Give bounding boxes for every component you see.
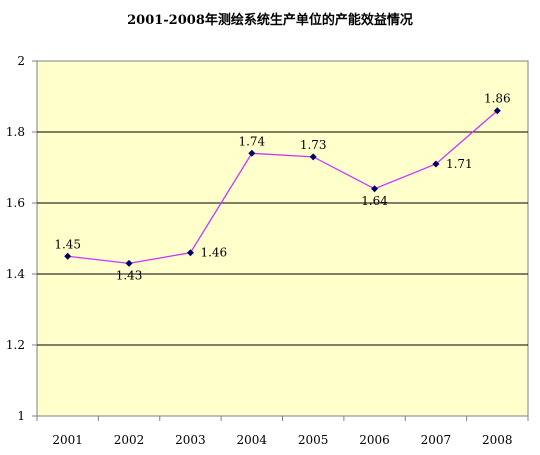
x-tick-label: 2006 (359, 433, 390, 447)
data-label: 1.71 (446, 157, 473, 171)
axes: 1 1.2 1.4 1.6 1.8 2 2001 2002 2003 2004 2005 2006 20… (6, 54, 529, 447)
y-tick-label: 1.8 (6, 125, 25, 139)
y-tick-label: 1.2 (6, 338, 25, 352)
data-point-marker (248, 149, 256, 157)
data-point-marker (309, 153, 317, 161)
x-tick-label: 2001 (52, 433, 83, 447)
data-labels: 1.45 1.43 1.46 1.74 1.73 1.64 1.71 1.86 (54, 92, 510, 283)
data-point-marker (186, 249, 194, 257)
data-label: 1.46 (200, 246, 227, 260)
x-tick-label: 2004 (237, 433, 268, 447)
data-label: 1.64 (361, 194, 388, 208)
y-tick-label: 1.6 (6, 196, 25, 210)
x-tick-label: 2007 (421, 433, 452, 447)
x-tick-label: 2005 (298, 433, 329, 447)
data-label: 1.74 (238, 134, 265, 148)
series-line (67, 110, 498, 265)
data-point-marker (125, 259, 133, 267)
x-tick-label: 2002 (114, 433, 145, 447)
data-point-marker (64, 252, 72, 260)
x-tick-label: 2003 (175, 433, 206, 447)
data-label: 1.43 (116, 268, 143, 282)
data-point-marker (371, 185, 379, 193)
chart-title: 2001-2008年测绘系统生产单位的产能效益情况 (127, 12, 413, 28)
gridlines (37, 131, 528, 346)
data-point-marker (493, 107, 501, 115)
y-tick-label: 1 (17, 409, 25, 423)
series-markers (64, 107, 501, 267)
data-label: 1.45 (54, 237, 81, 251)
plot-area (36, 60, 529, 417)
y-tick-label: 1.4 (6, 267, 25, 281)
y-tick-label: 2 (17, 54, 25, 68)
series-line-path (67, 110, 498, 265)
data-label: 1.73 (300, 138, 327, 152)
data-label: 1.86 (484, 92, 511, 106)
data-point-marker (432, 160, 440, 168)
x-tick-label: 2008 (482, 433, 513, 447)
